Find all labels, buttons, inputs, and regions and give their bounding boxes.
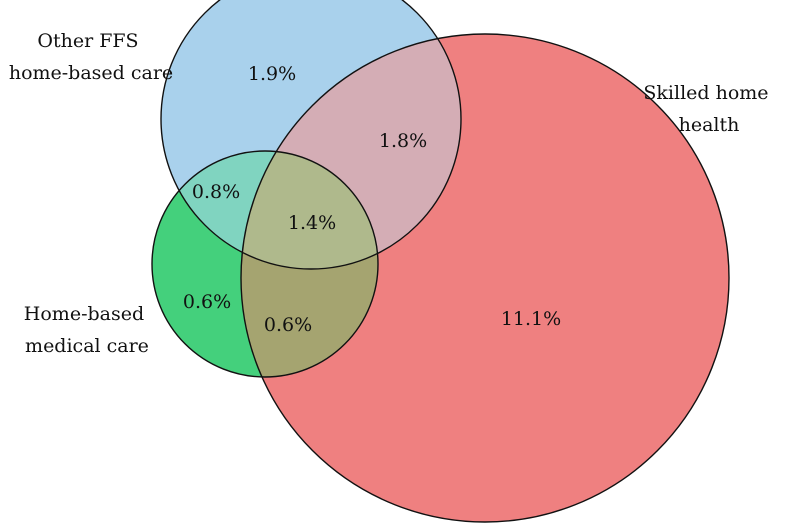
outline-other <box>160 0 462 270</box>
region-label-other-only: 1.9% <box>248 63 296 85</box>
set-label-medical: Home-based medical care <box>24 303 150 357</box>
outline-skilled <box>240 33 730 523</box>
region-label-other-skilled: 1.8% <box>379 130 427 152</box>
region-label-all-three: 1.4% <box>288 212 336 234</box>
region-label-medical-skilled: 0.6% <box>264 314 312 336</box>
overlap-other-skilled <box>241 34 461 269</box>
outline-medical <box>151 150 379 378</box>
set-label-other: Other FFS home-based care <box>9 30 173 84</box>
region-label-skilled-only: 11.1% <box>501 308 561 330</box>
set-label-skilled: Skilled home health <box>643 82 774 136</box>
region-label-medical-only: 0.6% <box>183 291 231 313</box>
region-label-other-medical: 0.8% <box>192 181 240 203</box>
